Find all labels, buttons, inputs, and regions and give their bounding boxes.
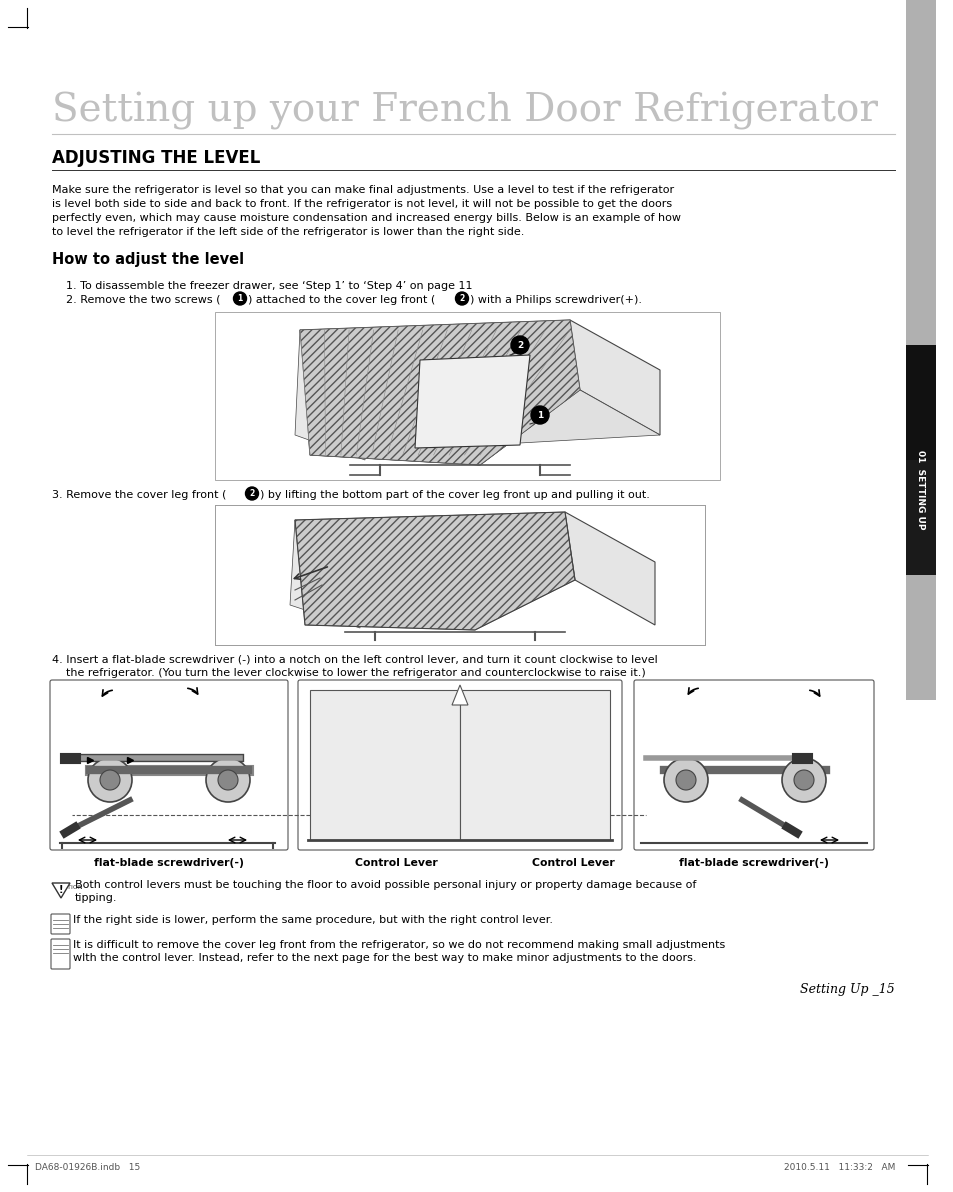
Text: perfectly even, which may cause moisture condensation and increased energy bills: perfectly even, which may cause moisture… [52, 213, 680, 223]
Text: Make sure the refrigerator is level so that you can make final adjustments. Use : Make sure the refrigerator is level so t… [52, 185, 674, 195]
Polygon shape [294, 513, 575, 631]
Bar [905, 440, 935, 560]
Text: 1: 1 [237, 294, 242, 303]
Text: to level the refrigerator if the left side of the refrigerator is lower than the: to level the refrigerator if the left si… [52, 226, 524, 237]
Polygon shape [569, 319, 659, 435]
Bar [905, 280, 935, 679]
Polygon shape [299, 319, 579, 465]
Text: the refrigerator. (You turn the lever clockwise to lower the refrigerator and co: the refrigerator. (You turn the lever cl… [52, 668, 645, 678]
Text: Both control levers must be touching the floor to avoid possible personal injury: Both control levers must be touching the… [75, 880, 696, 890]
Circle shape [663, 758, 707, 802]
Bar [214, 505, 704, 645]
FancyBboxPatch shape [51, 939, 70, 969]
Text: 3. Remove the cover leg front (: 3. Remove the cover leg front ( [52, 490, 226, 499]
Bar [214, 505, 704, 645]
Text: 2: 2 [459, 294, 464, 303]
Text: Control Lever: Control Lever [355, 858, 437, 868]
Text: CAUTION: CAUTION [55, 884, 84, 890]
Text: 2. Remove the two screws (: 2. Remove the two screws ( [52, 294, 220, 305]
Circle shape [676, 770, 696, 790]
Text: !: ! [59, 884, 63, 895]
Text: Control Lever: Control Lever [532, 858, 615, 868]
Bar [214, 312, 720, 480]
Circle shape [793, 770, 813, 790]
Circle shape [531, 406, 548, 424]
FancyBboxPatch shape [51, 914, 70, 935]
Polygon shape [452, 685, 468, 704]
Text: Setting Up _15: Setting Up _15 [800, 983, 894, 997]
Bar [905, 465, 935, 575]
Text: ) attached to the cover leg front (: ) attached to the cover leg front ( [248, 294, 435, 305]
FancyBboxPatch shape [297, 679, 621, 850]
Text: ) by lifting the bottom part of the cover leg front up and pulling it out.: ) by lifting the bottom part of the cove… [260, 490, 649, 499]
FancyBboxPatch shape [634, 679, 873, 850]
Circle shape [455, 292, 468, 305]
Text: If the right side is lower, perform the same procedure, but with the right contr: If the right side is lower, perform the … [73, 915, 553, 925]
Text: 01  SETTING UP: 01 SETTING UP [916, 451, 924, 529]
Text: tipping.: tipping. [75, 893, 117, 904]
Circle shape [206, 758, 250, 802]
Polygon shape [299, 319, 579, 465]
Bar [905, 679, 935, 700]
Text: ) with a Philips screwdriver(+).: ) with a Philips screwdriver(+). [470, 294, 641, 305]
Text: It is difficult to remove the cover leg front from the refrigerator, so we do no: It is difficult to remove the cover leg … [73, 940, 724, 950]
FancyBboxPatch shape [50, 679, 288, 850]
Circle shape [233, 292, 246, 305]
Text: 2: 2 [249, 489, 254, 498]
Text: DA68-01926B.indb   15: DA68-01926B.indb 15 [35, 1163, 140, 1172]
Circle shape [218, 770, 237, 790]
Polygon shape [564, 513, 655, 625]
Text: How to adjust the level: How to adjust the level [52, 252, 244, 267]
Circle shape [781, 758, 825, 802]
Circle shape [88, 758, 132, 802]
Text: 4. Insert a flat-blade screwdriver (-) into a notch on the left control lever, a: 4. Insert a flat-blade screwdriver (-) i… [52, 654, 657, 665]
Text: Setting up your French Door Refrigerator: Setting up your French Door Refrigerator [52, 92, 877, 130]
Text: ADJUSTING THE LEVEL: ADJUSTING THE LEVEL [52, 149, 260, 167]
Polygon shape [290, 520, 365, 628]
Text: 1: 1 [537, 410, 542, 420]
Polygon shape [415, 355, 530, 448]
Circle shape [511, 336, 529, 354]
Polygon shape [459, 690, 609, 840]
Text: 2: 2 [517, 341, 522, 349]
Text: 1. To disassemble the freezer drawer, see ‘Step 1’ to ‘Step 4’ on page 11: 1. To disassemble the freezer drawer, se… [52, 281, 472, 291]
Circle shape [245, 488, 258, 499]
Text: is level both side to side and back to front. If the refrigerator is not level, : is level both side to side and back to f… [52, 199, 672, 209]
Polygon shape [52, 883, 70, 898]
Polygon shape [310, 390, 659, 465]
Bar [905, 0, 935, 280]
Text: flat-blade screwdriver(-): flat-blade screwdriver(-) [94, 858, 244, 868]
Bar [905, 280, 935, 700]
Text: flat-blade screwdriver(-): flat-blade screwdriver(-) [679, 858, 828, 868]
Text: 2010.5.11   11:33:2   AM: 2010.5.11 11:33:2 AM [782, 1163, 894, 1172]
Bar [905, 344, 935, 460]
Circle shape [100, 770, 120, 790]
Text: wlth the control lever. Instead, refer to the next page for the best way to make: wlth the control lever. Instead, refer t… [73, 952, 696, 963]
Polygon shape [310, 690, 459, 840]
Polygon shape [294, 330, 370, 460]
